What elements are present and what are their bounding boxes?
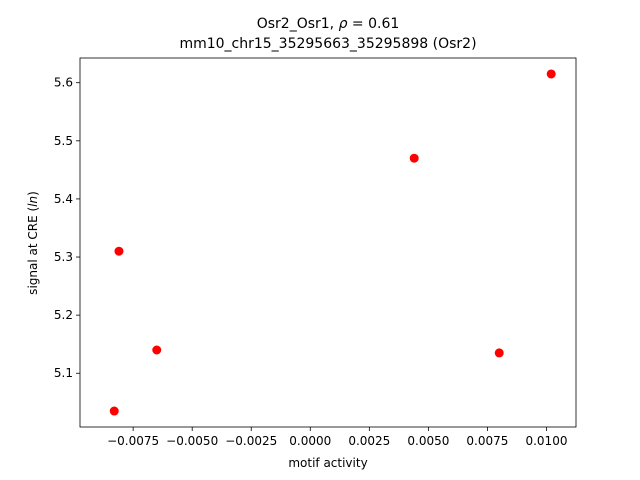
y-axis-ticks: 5.1 5.2 5.3 5.4 5.5 5.6 (54, 76, 80, 380)
y-tick-label: 5.2 (54, 308, 73, 322)
y-tick-label: 5.4 (54, 192, 73, 206)
y-tick-label: 5.1 (54, 366, 73, 380)
chart-title-line1: Osr2_Osr1, ρ = 0.61 (257, 16, 400, 32)
chart-title-line2: mm10_chr15_35295663_35295898 (Osr2) (179, 36, 476, 52)
x-tick-label: −0.0050 (166, 434, 218, 448)
x-tick-label: 0.0050 (407, 434, 449, 448)
data-point (109, 406, 119, 416)
data-point (152, 345, 162, 355)
data-point (546, 69, 556, 79)
x-tick-label: −0.0025 (225, 434, 277, 448)
data-point (409, 153, 419, 163)
y-tick-label: 5.3 (54, 250, 73, 264)
x-tick-label: 0.0075 (466, 434, 508, 448)
x-tick-label: 0.0025 (348, 434, 390, 448)
y-tick-label: 5.5 (54, 134, 73, 148)
data-point (494, 348, 504, 358)
x-tick-label: 0.0100 (525, 434, 567, 448)
data-points (109, 69, 556, 416)
data-point (114, 246, 124, 256)
x-axis-ticks: −0.0075 −0.0050 −0.0025 0.0000 0.0025 0.0050 0… (107, 427, 567, 448)
y-axis-label: signal at CRE (ln) (26, 191, 40, 295)
plot-area-frame (79, 57, 577, 428)
y-tick-label: 5.6 (54, 76, 73, 90)
x-tick-label: 0.0000 (289, 434, 331, 448)
x-axis-label: motif activity (288, 456, 367, 470)
x-tick-label: −0.0075 (107, 434, 159, 448)
